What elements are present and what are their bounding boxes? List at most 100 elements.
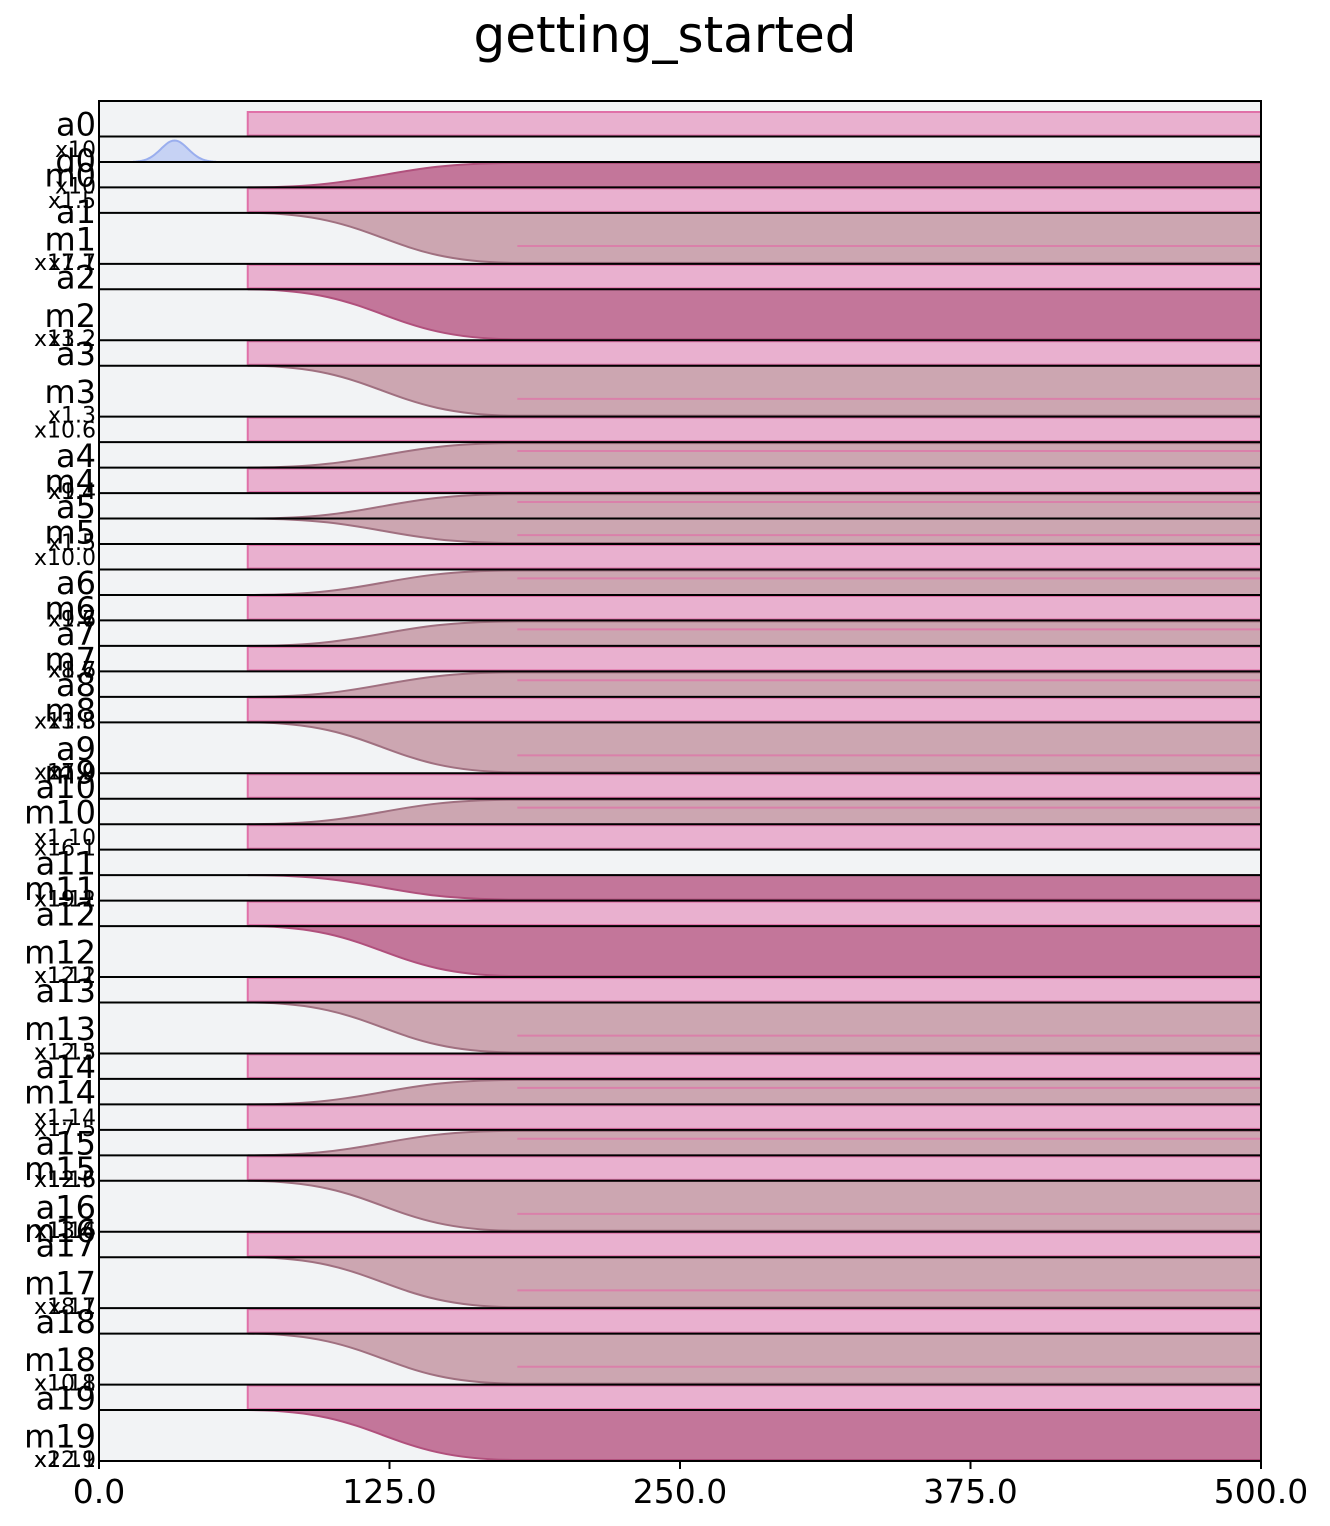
channel-label: m5: [44, 513, 96, 551]
channel-label: x8.6: [48, 658, 96, 683]
channel-label: x1.7: [48, 658, 96, 683]
chart-title: getting_started: [473, 6, 857, 64]
channel-label: d0: [55, 142, 96, 180]
channel-label: x1.13: [34, 1040, 96, 1065]
channel-label: a10: [36, 768, 96, 806]
channel-label: a18: [36, 1303, 96, 1341]
channel-label: m17: [24, 1265, 96, 1303]
pulse-band-x1.10: [246, 824, 1262, 850]
channel-label: a2: [56, 259, 96, 297]
channel-label: x1.12: [34, 964, 96, 989]
channel-label: x17.7: [34, 251, 96, 276]
channel-label: x1.9: [48, 760, 96, 785]
channel-label: a3: [56, 335, 96, 373]
readout-band-a7: [247, 620, 1262, 647]
gaussian-pulse-x10: [132, 139, 217, 163]
x-tick-label: 0.0: [73, 1472, 125, 1511]
channel-label: x17.5: [34, 1117, 96, 1142]
pulse-band-x10.0: [246, 544, 1262, 570]
channel-label: x16.1: [34, 837, 96, 862]
readout-band-m13: [247, 1001, 1262, 1054]
x-tick-label: 375.0: [923, 1472, 1017, 1511]
channel-label: x1.16: [34, 1219, 96, 1244]
channel-label: x1.5: [48, 531, 96, 556]
channel-label: x1.3: [48, 404, 96, 429]
channel-label: x1.8: [48, 709, 96, 734]
channel-label: m11: [24, 870, 96, 908]
channel-label: m16: [24, 1212, 96, 1250]
channel-label: m10: [24, 793, 96, 831]
channel-label: x9.4: [48, 480, 96, 505]
pulse-band-m4: [246, 467, 1262, 494]
channel-label: a4: [56, 437, 96, 475]
channel-label: a0: [56, 106, 96, 144]
pulse-band-a19: [246, 1384, 1262, 1411]
channel-label: m0: [44, 157, 96, 195]
channel-label: x8.1: [48, 1295, 96, 1320]
channel-label: x10.0: [34, 546, 96, 571]
channel-label: m15: [24, 1150, 96, 1188]
channel-label: a6: [56, 564, 96, 602]
channel-label: m8: [44, 692, 96, 730]
channel-label: x10.1: [34, 1372, 96, 1397]
readout-band-m18: [247, 1332, 1262, 1385]
channel-label: a12: [36, 895, 96, 933]
readout-band-a9: [247, 721, 1262, 774]
channel-label: x1.5: [48, 189, 96, 214]
channel-label: a1: [56, 193, 96, 231]
channel-label: x10: [55, 138, 96, 163]
channel-baselines: [99, 135, 1261, 1462]
channel-label: x9.7: [48, 607, 96, 632]
pulse-band-a13: [246, 977, 1262, 1003]
channel-label: x10: [55, 174, 96, 199]
channel-label: m9: [44, 753, 96, 791]
channel-label: m6: [44, 590, 96, 628]
channel-label: a19: [36, 1379, 96, 1417]
channel-label: x17.0: [34, 760, 96, 785]
channel-label: a17: [36, 1226, 96, 1264]
pulse-band-a14: [246, 1053, 1262, 1079]
channel-label: m1: [44, 220, 96, 258]
readout-band-m10: [247, 798, 1262, 826]
pulse-band-x10.6: [246, 416, 1262, 443]
pulse-band-x1.5: [246, 187, 1262, 213]
channel-label: a16: [36, 1188, 96, 1226]
channel-label: x12.6: [34, 1168, 96, 1193]
channel-label: x22.1: [34, 1448, 96, 1473]
channel-label: a8: [56, 666, 96, 704]
channel-labels: a0x10d0m0x10x1.5a1m1x1.1x17.7a2m2x1.2x13…: [24, 106, 96, 1473]
readout-band-m2: [247, 288, 1262, 341]
channel-label: x1.10: [34, 826, 96, 851]
channel-label: m14: [24, 1074, 96, 1112]
channel-label: x10.6: [34, 418, 96, 443]
readout-band-m19: [247, 1409, 1262, 1461]
pulse-band-a10: [246, 773, 1262, 799]
channel-label: m3: [44, 373, 96, 411]
pulse-band-a3: [246, 340, 1262, 366]
channel-label: x13.4: [34, 1219, 96, 1244]
channel-label: x12.1: [34, 964, 96, 989]
channel-label: x1.17: [34, 1295, 96, 1320]
readout-band-m1: [247, 211, 1262, 264]
channel-label: m12: [24, 934, 96, 972]
channel-label: x1.18: [34, 1372, 96, 1397]
channel-label: x1.19: [34, 1448, 96, 1473]
channel-label: m13: [24, 1010, 96, 1048]
readout-band-a6: [247, 569, 1262, 596]
channel-label: x1.6: [48, 607, 96, 632]
channel-label: a11: [36, 844, 96, 882]
channel-label: m7: [44, 641, 96, 679]
channel-label: a15: [36, 1125, 96, 1163]
channel-label: m18: [24, 1341, 96, 1379]
channel-label: x1.1: [48, 251, 96, 276]
channel-label: a13: [36, 972, 96, 1010]
x-tick-label: 250.0: [633, 1472, 727, 1511]
readout-band-m3: [247, 364, 1262, 417]
pulse-band-m8: [246, 696, 1262, 723]
channel-label: x12.5: [34, 1040, 96, 1065]
channel-label: a5: [56, 488, 96, 526]
pulse-band-a12: [246, 900, 1262, 927]
channel-label: x19.2: [34, 888, 96, 913]
channel-label: x1.14: [34, 1106, 96, 1131]
